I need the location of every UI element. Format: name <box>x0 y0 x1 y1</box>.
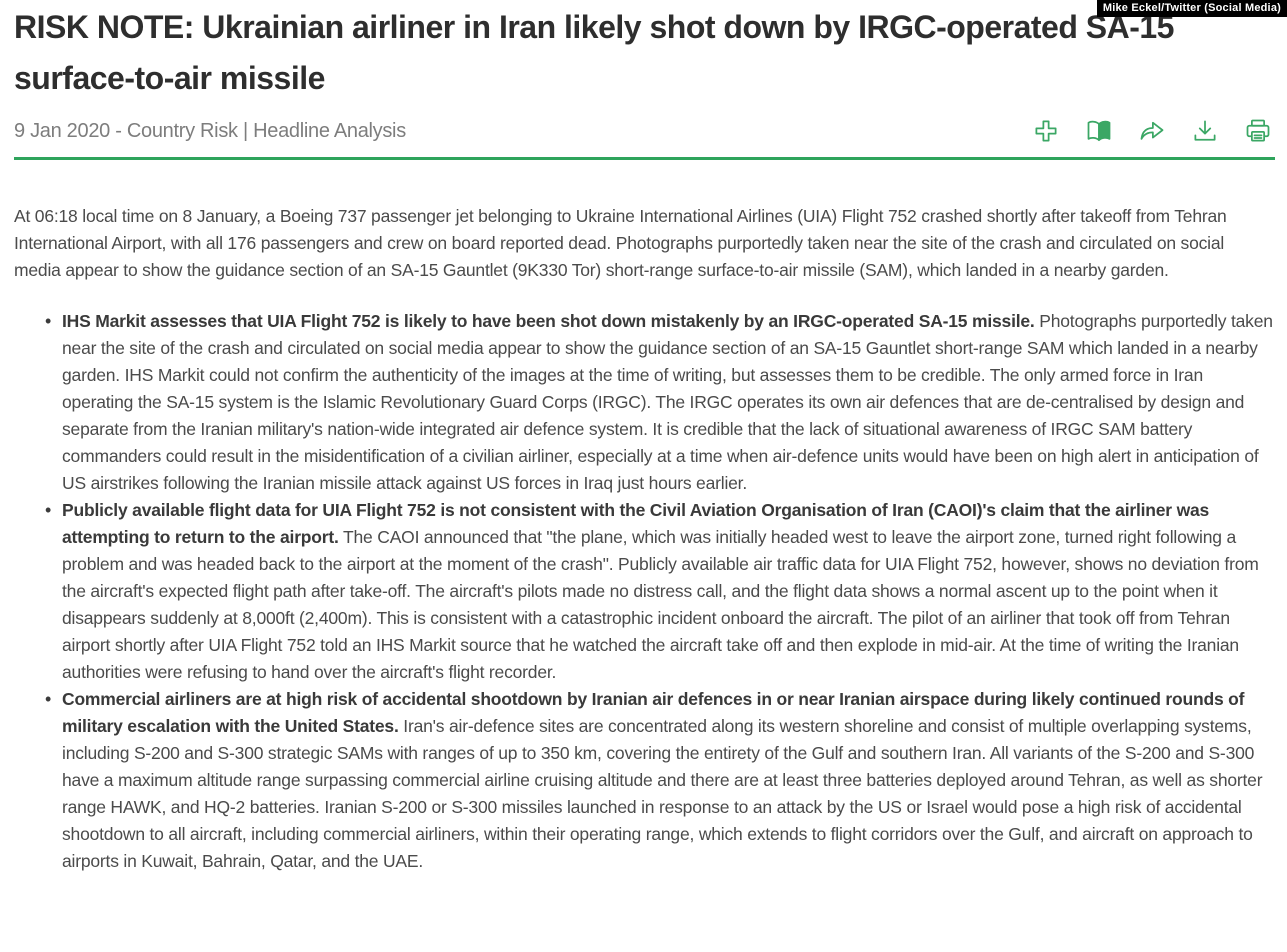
book-icon <box>1087 120 1111 142</box>
green-divider <box>14 157 1275 160</box>
share-icon <box>1140 121 1164 140</box>
print-icon <box>1246 119 1270 142</box>
bullet-text: Photographs purportedly taken near the s… <box>62 311 1273 493</box>
bullet-lead: Commercial airliners are at high risk of… <box>62 689 1245 736</box>
intro-paragraph: At 06:18 local time on 8 January, a Boei… <box>14 206 1227 280</box>
list-item: IHS Markit assesses that UIA Flight 752 … <box>45 308 1275 497</box>
print-button[interactable] <box>1243 117 1273 145</box>
download-icon <box>1194 120 1216 141</box>
article-date-and-category: 9 Jan 2020 - Country Risk | Headline Ana… <box>14 119 406 142</box>
article-title: RISK NOTE: Ukrainian airliner in Iran li… <box>14 9 1174 96</box>
share-button[interactable] <box>1137 117 1167 145</box>
key-points-list: IHS Markit assesses that UIA Flight 752 … <box>14 308 1275 875</box>
list-item: Commercial airliners are at high risk of… <box>45 686 1275 875</box>
add-button[interactable] <box>1031 117 1061 145</box>
plus-icon <box>1035 120 1057 142</box>
read-button[interactable] <box>1084 117 1114 145</box>
list-item: Publicly available flight data for UIA F… <box>45 497 1275 686</box>
download-button[interactable] <box>1190 117 1220 145</box>
bullet-text: The CAOI announced that "the plane, whic… <box>62 527 1259 682</box>
bullet-lead: Publicly available flight data for UIA F… <box>62 500 1210 547</box>
article-toolbar <box>1031 117 1275 145</box>
bullet-text: Iran's air-defence sites are concentrate… <box>62 716 1263 871</box>
bullet-lead: IHS Markit assesses that UIA Flight 752 … <box>62 311 1035 331</box>
image-credit-badge: Mike Eckel/Twitter (Social Media) <box>1096 0 1287 17</box>
meta-row: 9 Jan 2020 - Country Risk | Headline Ana… <box>14 117 1275 145</box>
